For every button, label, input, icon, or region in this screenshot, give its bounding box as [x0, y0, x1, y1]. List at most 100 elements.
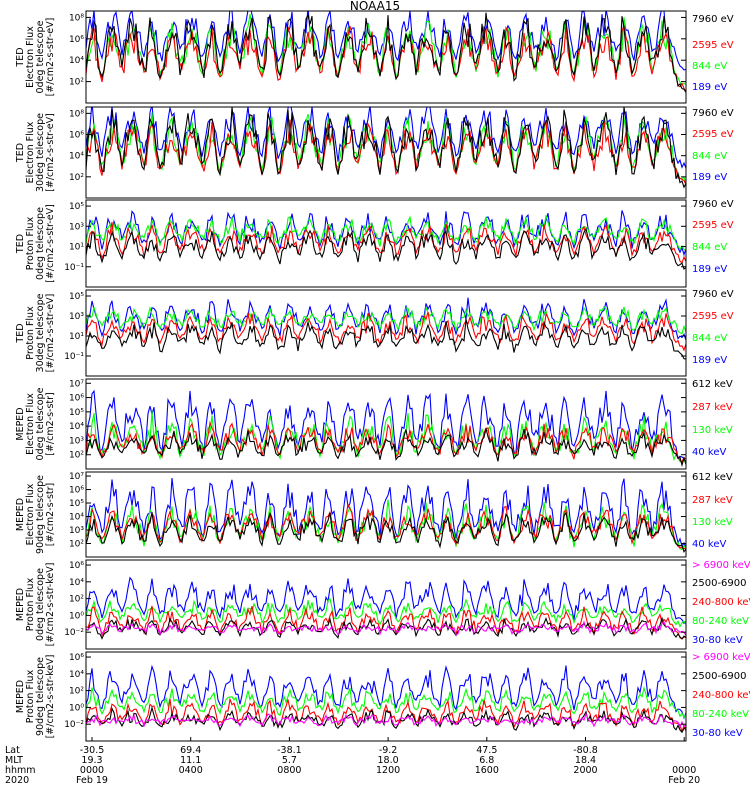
series-line-8-1: [86, 712, 686, 729]
legend-entry-2-4: 189 eV: [692, 172, 727, 183]
y-tick-label-8-5: 10⁶: [69, 653, 84, 663]
series-line-7-5: [86, 576, 686, 625]
x-tick-label-1-2: 19.3: [81, 755, 102, 766]
series-line-3-4: [86, 210, 686, 257]
series-line-5-1: [86, 428, 686, 468]
panel-frame-2: [85, 106, 687, 199]
x-tick-label-6-2: 18.4: [575, 755, 596, 766]
series-line-4-4: [86, 297, 686, 341]
legend-entry-2-3: 844 eV: [692, 151, 727, 162]
legend-entry-2-2: 2595 eV: [692, 129, 734, 140]
x-tick-label-4-2: 18.0: [378, 755, 399, 766]
series-line-2-1: [86, 107, 686, 189]
y-tick-label-8-2: 10⁰: [69, 703, 84, 713]
legend-entry-6-2: 287 keV: [692, 495, 733, 506]
y-tick-label-1-2: 10⁴: [69, 56, 84, 66]
legend-entry-6-4: 40 keV: [692, 539, 726, 550]
y-tick-label-4-2: 10¹: [69, 332, 84, 342]
legend-entry-4-4: 189 eV: [692, 355, 727, 366]
x-tick-label-2-2: 11.1: [180, 755, 201, 766]
series-line-2-3: [86, 112, 686, 184]
panel-frame-8: [85, 651, 687, 742]
y-tick-label-1-1: 10²: [69, 78, 84, 88]
x-tick-label-1-4: Feb 19: [76, 775, 108, 786]
legend-entry-1-1: 7960 eV: [692, 14, 734, 25]
chart-panel-5: 10² 10³ 10⁴ 10⁵ 10⁶ 10⁷ MEPED Electron Flux 0deg…: [15, 378, 733, 470]
series-line-6-2: [86, 502, 686, 550]
chart-panel-4: 10⁻¹ 10¹ 10³ 10⁵ TED Proton Flux 30deg telesco…: [15, 289, 734, 377]
y-axis-label-7-3: 0deg telescope: [35, 568, 46, 641]
legend-entry-7-2: 2500-6900: [692, 578, 747, 589]
y-axis-label-5-1: MEPED: [15, 407, 26, 440]
panel-frame-1: [85, 10, 687, 104]
legend-entry-2-1: 7960 eV: [692, 108, 734, 119]
y-tick-label-2-1: 10²: [69, 173, 84, 183]
x-tick-label-5-3: 1600: [475, 765, 499, 776]
x-tick-label-5-1: 47.5: [476, 745, 497, 756]
y-axis-label-7-1: MEPED: [15, 588, 26, 621]
y-tick-label-7-5: 10⁶: [69, 561, 84, 571]
x-tick-label-5-2: 6.8: [479, 755, 494, 766]
y-axis-label-2-1: TED: [15, 143, 26, 163]
y-axis-label-6-2: Electron Flux: [25, 483, 36, 545]
series-line-4-1: [86, 318, 686, 360]
y-tick-label-6-1: 10²: [69, 540, 84, 550]
panel-frame-5: [85, 378, 687, 470]
y-axis-label-8-1: MEPED: [15, 680, 26, 713]
legend-entry-7-3: 240-800 keV: [692, 597, 750, 608]
x-tick-label-4-1: -9.2: [379, 745, 398, 756]
legend-entry-8-2: 2500-6900: [692, 671, 747, 682]
chart-panel-2: 10² 10⁴ 10⁶ 10⁸ TED Electron Flux 30deg telesc…: [15, 106, 734, 199]
y-axis-label-7-2: Proton Flux: [25, 577, 36, 631]
y-axis-label-3-2: Proton Flux: [25, 216, 36, 270]
chart-panel-3: 10⁻¹ 10¹ 10³ 10⁵ TED Proton Flux 0deg telescop…: [15, 199, 734, 288]
y-tick-label-2-4: 10⁸: [69, 109, 84, 119]
y-tick-label-7-2: 10⁰: [69, 611, 84, 621]
y-tick-label-6-3: 10⁴: [69, 513, 84, 523]
y-axis-label-5-2: Electron Flux: [25, 393, 36, 455]
series-line-7-1: [86, 620, 686, 636]
panel-frame-4: [85, 289, 687, 377]
series-line-5-3: [86, 410, 686, 464]
legend-entry-6-3: 130 keV: [692, 517, 733, 528]
x-row-label-2: MLT: [5, 755, 23, 766]
panel-frame-6: [85, 471, 687, 558]
legend-entry-5-2: 287 keV: [692, 402, 733, 413]
y-tick-label-5-4: 10⁵: [69, 408, 84, 418]
y-axis-label-2-4: [#/cm2-s-str-eV]: [45, 113, 56, 192]
series-line-7-3: [86, 605, 686, 640]
y-axis-label-3-4: [#/cm2-s-str-eV]: [45, 204, 56, 283]
series-line-7-4: [86, 597, 686, 628]
y-tick-label-1-4: 10⁸: [69, 13, 84, 23]
y-tick-label-3-1: 10⁻¹: [64, 263, 84, 273]
y-tick-label-3-3: 10³: [69, 222, 84, 232]
series-line-7-2: [86, 616, 686, 640]
y-tick-label-5-2: 10³: [69, 436, 84, 446]
x-tick-label-3-1: -38.1: [277, 745, 302, 756]
legend-entry-6-1: 612 keV: [692, 472, 733, 483]
y-tick-label-3-2: 10¹: [69, 243, 84, 253]
y-tick-label-7-1: 10⁻²: [64, 628, 84, 638]
x-tick-label-7-4: Feb 20: [668, 775, 700, 786]
y-tick-label-8-1: 10⁻²: [64, 720, 84, 730]
legend-entry-3-2: 2595 eV: [692, 220, 734, 231]
y-tick-label-4-1: 10⁻¹: [64, 352, 84, 362]
legend-entry-1-2: 2595 eV: [692, 40, 734, 51]
series-line-2-2: [86, 119, 686, 185]
y-tick-label-6-4: 10⁵: [69, 499, 84, 509]
series-line-3-1: [86, 227, 686, 270]
x-tick-label-2-3: 0400: [179, 765, 203, 776]
chart-panel-1: 10² 10⁴ 10⁶ 10⁸ TED Electron Flux 0deg telesco…: [15, 10, 734, 104]
series-line-6-4: [86, 477, 686, 548]
y-axis-label-2-2: Electron Flux: [25, 121, 36, 183]
y-tick-label-5-5: 10⁶: [69, 394, 84, 404]
legend-entry-7-1: > 6900 keV: [692, 560, 750, 571]
legend-entry-3-4: 189 eV: [692, 264, 727, 275]
legend-entry-4-1: 7960 eV: [692, 289, 734, 300]
series-line-3-2: [86, 221, 686, 264]
y-axis-label-7-4: [#/cm2-s-str-keV]: [45, 563, 56, 647]
chart-panel-8: 10⁻² 10⁰ 10² 10⁴ 10⁶ MEPED Proton Flux 90deg te…: [15, 651, 750, 742]
y-tick-label-7-3: 10²: [69, 595, 84, 605]
y-tick-label-8-4: 10⁴: [69, 670, 84, 680]
